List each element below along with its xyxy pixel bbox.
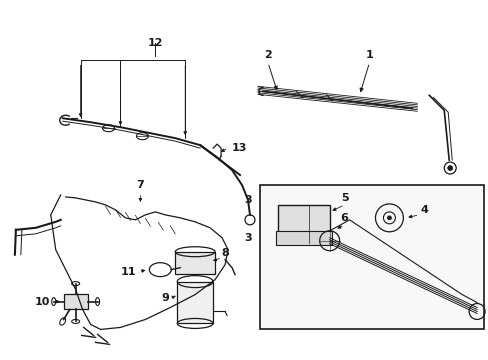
Bar: [177, 282, 213, 323]
Text: 8: 8: [221, 248, 228, 258]
Bar: [277, 205, 329, 243]
Text: 5: 5: [340, 193, 348, 203]
Bar: [260, 185, 483, 329]
Text: 4: 4: [420, 205, 427, 215]
Text: 13: 13: [232, 143, 247, 153]
Text: 1: 1: [365, 50, 373, 60]
Text: 10: 10: [35, 297, 50, 306]
Bar: [63, 293, 87, 310]
Text: 9: 9: [161, 293, 169, 302]
Circle shape: [447, 166, 452, 171]
Bar: [275, 231, 331, 245]
Circle shape: [386, 216, 390, 220]
Text: 6: 6: [340, 213, 348, 223]
Text: 11: 11: [121, 267, 136, 276]
Text: 3: 3: [244, 195, 251, 205]
Text: 3: 3: [244, 233, 251, 243]
Text: 12: 12: [147, 37, 163, 48]
Bar: [175, 252, 215, 274]
Text: 2: 2: [264, 50, 271, 60]
Text: 7: 7: [136, 180, 144, 190]
